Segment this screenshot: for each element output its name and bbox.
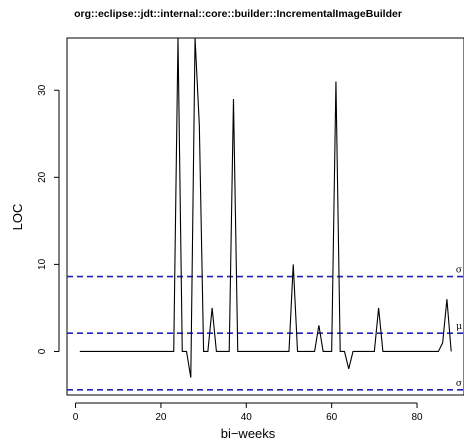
x-tick-label: 80: [411, 412, 423, 423]
x-tick-label: 20: [155, 412, 167, 423]
y-tick-label: 30: [37, 84, 48, 96]
y-tick-label: 0: [37, 348, 48, 354]
series-line: [79, 37, 452, 378]
chart-title: org::eclipse::jdt::internal::core::build…: [74, 8, 402, 20]
y-axis-label: LOC: [10, 204, 25, 231]
x-tick-label: 40: [241, 412, 253, 423]
x-axis: 0 20 40 60 80: [73, 402, 423, 423]
reference-line-label: σ: [456, 379, 462, 389]
y-tick-label: 20: [37, 171, 48, 183]
reference-lines: σ μ σ: [67, 266, 464, 391]
reference-line-label: μ: [456, 322, 462, 332]
series-layer: [79, 37, 452, 378]
y-tick-label: 10: [37, 258, 48, 270]
x-tick-label: 0: [73, 412, 79, 423]
x-axis-label: bi−weeks: [221, 426, 276, 441]
x-tick-label: 60: [326, 412, 338, 423]
y-axis: 0 10 20 30: [37, 84, 60, 354]
reference-line-label: σ: [456, 266, 462, 276]
plot-frame: [66, 37, 464, 396]
